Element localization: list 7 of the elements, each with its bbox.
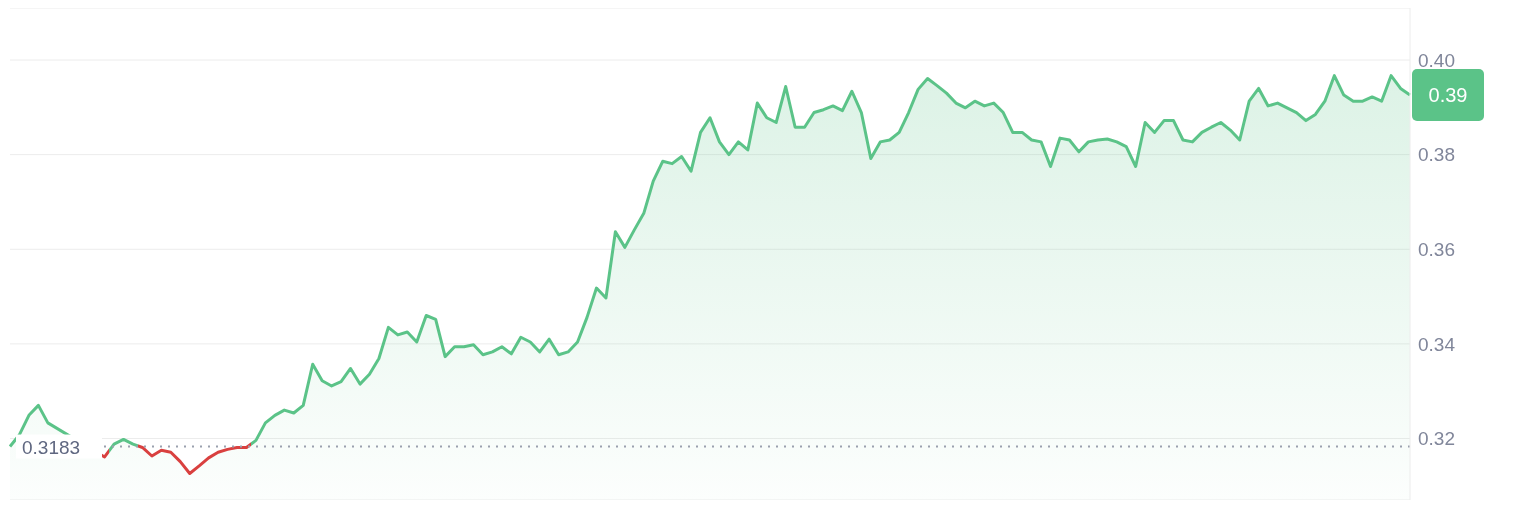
text: 0.39 (1428, 84, 1468, 107)
y-tick-label: 0.36 (1418, 239, 1455, 261)
y-tick-label: 0.32 (1418, 428, 1455, 450)
y-tick-label: 0.40 (1418, 49, 1455, 71)
y-tick-label: 0.34 (1418, 333, 1456, 355)
ref-line-label: 0.3183 (22, 436, 81, 458)
y-tick-label: 0.38 (1418, 144, 1455, 166)
